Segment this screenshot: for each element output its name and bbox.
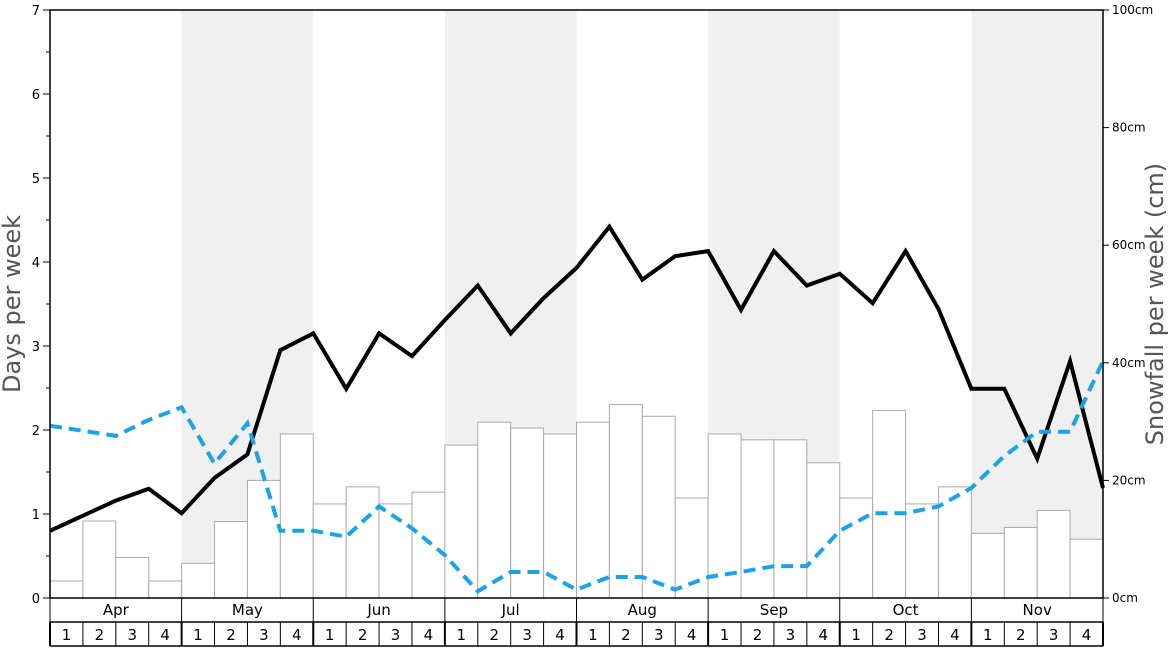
week-label: 3 (259, 626, 269, 644)
month-label: Nov (1023, 601, 1052, 619)
left-tick-label: 2 (32, 424, 40, 439)
week-label: 2 (884, 626, 894, 644)
week-label: 3 (1049, 626, 1059, 644)
month-band (50, 10, 182, 598)
week-label: 4 (160, 626, 170, 644)
month-label: Oct (893, 601, 919, 619)
right-axis-title: Snowfall per week (cm) (1141, 163, 1168, 445)
left-axis: 0 1 2 3 4 5 6 7 (32, 4, 50, 607)
snowfall-bar (115, 556, 150, 599)
snowfall-bar (608, 404, 643, 599)
month-band (971, 10, 1103, 598)
right-tick-label: 40cm (1112, 356, 1146, 370)
day-lines (49, 223, 1105, 594)
snowfall-bar (477, 421, 512, 599)
week-label: 1 (851, 626, 861, 644)
week-label: 1 (983, 626, 993, 644)
left-tick-label: 0 (32, 592, 40, 607)
week-label: 2 (1016, 626, 1026, 644)
left-tick-label: 6 (32, 88, 40, 103)
snowfall-bar (937, 486, 972, 599)
left-tick-label: 5 (32, 172, 40, 187)
snowfall-bar (740, 439, 775, 599)
snowfall-bar (148, 580, 183, 599)
snowfall-bar (872, 409, 907, 599)
week-label: 2 (621, 626, 631, 644)
snowfall-bar (905, 503, 939, 599)
right-tick-label: 60cm (1112, 238, 1146, 252)
left-axis-title: Days per week (0, 215, 26, 393)
week-label: 1 (193, 626, 203, 644)
week-label: 4 (687, 626, 697, 644)
left-tick-label: 7 (32, 4, 40, 19)
snowfall-bar (1036, 509, 1071, 599)
week-label: 1 (62, 626, 72, 644)
snowfall-bar (543, 433, 577, 599)
month-row: Apr May Jun Jul Aug Sep Oct Nov (49, 598, 1104, 623)
week-label: 2 (226, 626, 236, 644)
week-label: 3 (786, 626, 796, 644)
week-label: 3 (391, 626, 401, 644)
week-label: 4 (292, 626, 302, 644)
snowfall-bar (181, 562, 216, 599)
left-tick-label: 1 (32, 508, 40, 523)
month-label: Jun (366, 601, 390, 619)
snowfall-bar (312, 503, 347, 599)
week-label: 4 (424, 626, 434, 644)
snowfall-bar (839, 497, 874, 599)
week-label: 3 (522, 626, 532, 644)
week-row: 1 2 3 4 1 2 3 4 1 2 3 4 1 2 3 4 1 2 3 4 1 2 3 4 1 2 3 4 1 2 3 4 (49, 622, 1104, 647)
month-label: Sep (760, 601, 788, 619)
snowfall-bar (707, 433, 742, 599)
snowfall-bar (82, 520, 117, 599)
left-tick-label: 3 (32, 340, 40, 355)
month-label: Aug (628, 601, 657, 619)
snowfall-bar (806, 462, 841, 599)
month-label: Apr (103, 601, 130, 619)
snowfall-bar (279, 433, 314, 599)
right-tick-label: 80cm (1112, 121, 1146, 135)
week-label: 4 (1082, 626, 1092, 644)
week-label: 3 (917, 626, 927, 644)
right-tick-label: 20cm (1112, 473, 1146, 487)
snowfall-bar (773, 439, 808, 599)
snowfall-bar (214, 521, 248, 599)
snowfall-bar (1003, 526, 1038, 599)
snowfall-bar (246, 479, 281, 599)
week-label: 4 (555, 626, 565, 644)
week-label: 1 (325, 626, 335, 644)
week-label: 4 (950, 626, 960, 644)
week-label: 1 (588, 626, 598, 644)
snowfall-bar (49, 580, 84, 599)
month-label: May (232, 601, 263, 619)
snowfall-bars (49, 404, 1104, 599)
week-label: 3 (654, 626, 664, 644)
solid-days-line (49, 223, 1105, 533)
week-label: 3 (127, 626, 137, 644)
dashed-days-line (49, 360, 1105, 594)
week-label: 4 (819, 626, 829, 644)
right-axis: 0cm 20cm 40cm 60cm 80cm 100cm (1103, 3, 1153, 605)
right-tick-label: 0cm (1112, 591, 1138, 605)
snowfall-bar (641, 415, 676, 599)
month-label: Jul (501, 601, 520, 619)
snowfall-bar (970, 532, 1005, 599)
snowfall-bar (345, 486, 380, 599)
snowfall-bar (411, 491, 446, 599)
week-label: 2 (489, 626, 499, 644)
week-label: 2 (753, 626, 763, 644)
week-label: 2 (95, 626, 105, 644)
left-tick-label: 4 (32, 256, 40, 271)
snowfall-bar (1069, 538, 1104, 599)
snowfall-bar (510, 427, 545, 599)
right-tick-label: 100cm (1112, 3, 1153, 17)
snowfall-bar (576, 421, 610, 599)
week-label: 2 (358, 626, 368, 644)
week-label: 1 (720, 626, 730, 644)
week-label: 1 (457, 626, 467, 644)
snowfall-bar (444, 444, 479, 599)
